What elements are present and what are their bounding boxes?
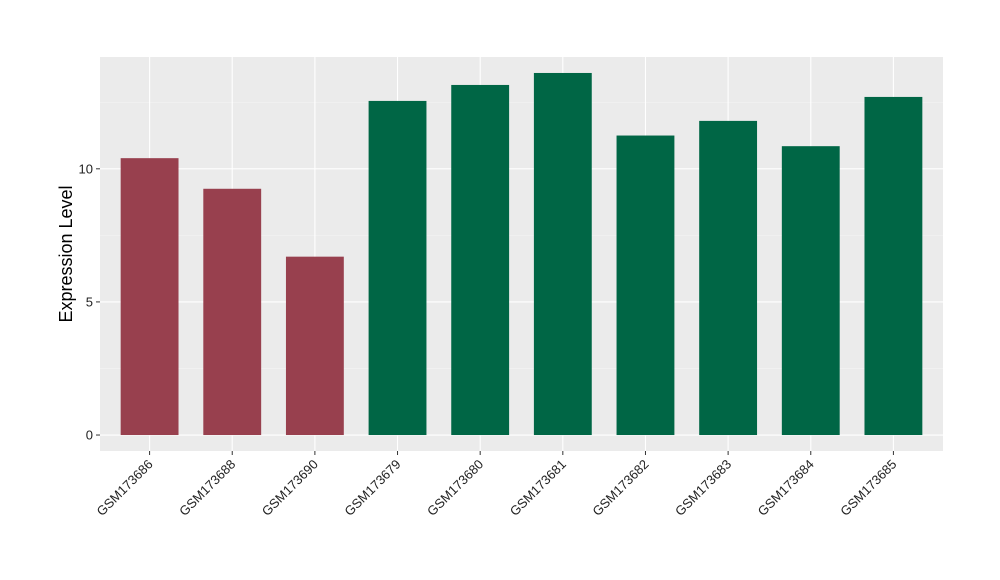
bar-gsm173688 xyxy=(203,188,262,436)
bar-gsm173683 xyxy=(699,120,758,436)
x-tick-label: GSM173684 xyxy=(755,457,817,519)
bar-gsm173679 xyxy=(368,100,427,436)
bar-gsm173682 xyxy=(616,135,675,436)
bars xyxy=(120,72,923,436)
y-axis: 0 5 10 xyxy=(79,161,100,443)
x-tick-label: GSM173683 xyxy=(672,457,734,519)
bar-gsm173684 xyxy=(781,146,840,436)
x-tick-label: GSM173682 xyxy=(589,457,651,519)
y-tick-label: 0 xyxy=(86,428,93,443)
bar-gsm173690 xyxy=(285,256,344,436)
x-tick-label: GSM173688 xyxy=(176,457,238,519)
y-axis-title: Expression Level xyxy=(56,185,76,322)
x-tick-label: GSM173685 xyxy=(837,457,899,519)
y-tick-label: 5 xyxy=(86,294,93,309)
x-tick-label: GSM173686 xyxy=(93,457,155,519)
y-tick-label: 10 xyxy=(79,161,93,176)
x-tick-label: GSM173680 xyxy=(424,457,486,519)
x-tick-label: GSM173679 xyxy=(341,457,403,519)
bar-gsm173686 xyxy=(120,158,179,436)
bar-gsm173681 xyxy=(533,72,592,436)
bar-gsm173680 xyxy=(451,84,510,436)
bar-gsm173685 xyxy=(864,96,923,436)
x-axis: GSM173686 GSM173688 GSM173690 GSM173679 GSM1… xyxy=(93,451,900,519)
x-tick-label: GSM173690 xyxy=(259,457,321,519)
x-tick-label: GSM173681 xyxy=(507,457,569,519)
